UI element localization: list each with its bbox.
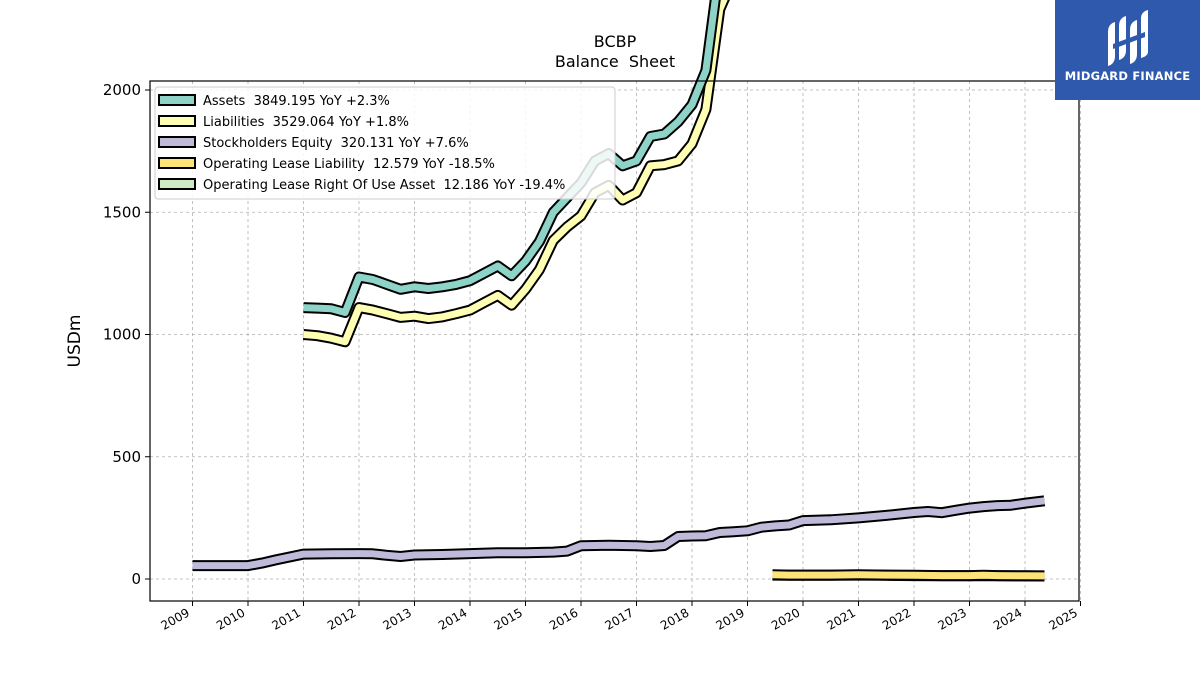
midgard-logo-icon — [1108, 10, 1148, 66]
x-tick-label: 2022 — [880, 605, 913, 632]
legend-label-3: Operating Lease Liability 12.579 YoY -18… — [203, 157, 495, 172]
y-tick-label: 0 — [131, 570, 141, 588]
legend-swatch-1 — [158, 115, 196, 127]
legend-swatch-0 — [158, 94, 196, 106]
x-tick-label: 2009 — [159, 605, 192, 632]
legend-swatch-2 — [158, 136, 196, 148]
x-tick-label: 2013 — [381, 605, 414, 632]
x-tick-label: 2011 — [270, 605, 303, 632]
legend-swatch-3 — [158, 157, 196, 169]
series-line-0 — [303, 0, 719, 316]
x-tick-label: 2016 — [547, 605, 580, 632]
x-tick-label: 2021 — [825, 605, 858, 632]
x-tick-label: 2015 — [492, 605, 525, 632]
legend-swatch-4 — [158, 178, 196, 190]
y-tick-label: 1000 — [103, 326, 141, 344]
series-line-2 — [192, 497, 1045, 570]
x-tick-label: 2024 — [991, 605, 1024, 632]
brand-logo: MIDGARD FINANCE — [1055, 0, 1200, 100]
y-axis-label: USDm — [65, 315, 85, 368]
x-tick-label: 2014 — [436, 605, 469, 632]
plot-frame — [149, 80, 1080, 602]
x-tick-label: 2020 — [769, 605, 802, 632]
x-tick-label: 2018 — [658, 605, 691, 632]
x-tick-label: 2010 — [214, 605, 247, 632]
series-lines — [192, 0, 1046, 582]
x-tick-label: 2019 — [714, 605, 747, 632]
series-line-1 — [303, 0, 728, 346]
x-tick-label: 2025 — [1047, 605, 1080, 632]
legend-label-2: Stockholders Equity 320.131 YoY +7.6% — [203, 136, 469, 151]
x-tick-label: 2017 — [603, 605, 636, 632]
y-tick-label: 2000 — [103, 81, 141, 99]
legend-label-0: Assets 3849.195 YoY +2.3% — [203, 94, 390, 109]
chart-subtitle: Balance Sheet — [555, 52, 675, 71]
x-tick-label: 2023 — [936, 605, 969, 632]
y-tick-label: 500 — [112, 448, 141, 466]
brand-name: MIDGARD FINANCE — [1064, 69, 1191, 83]
chart-title: BCBP — [594, 32, 637, 51]
x-tick-label: 2012 — [325, 605, 358, 632]
y-tick-label: 1500 — [103, 203, 141, 221]
legend-label-1: Liabilities 3529.064 YoY +1.8% — [203, 115, 409, 130]
series-line-3 — [772, 571, 1045, 580]
legend-box — [154, 86, 616, 200]
legend-label-4: Operating Lease Right Of Use Asset 12.18… — [203, 178, 565, 193]
legend: Assets 3849.195 YoY +2.3% Liabilities 352… — [154, 86, 616, 200]
